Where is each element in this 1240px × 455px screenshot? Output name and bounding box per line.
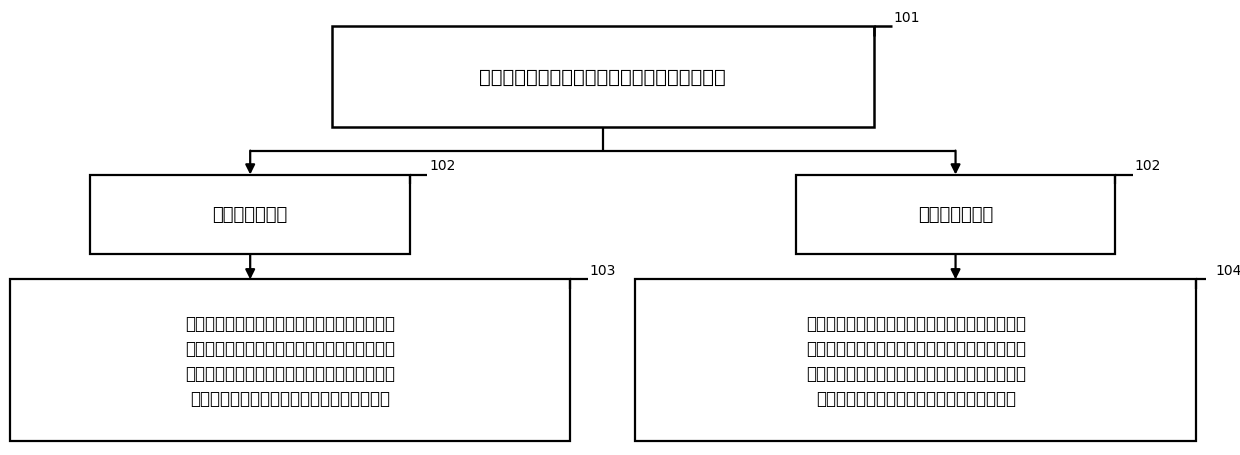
Text: 101: 101 <box>894 11 920 25</box>
Text: 若获取评估指令: 若获取评估指令 <box>918 206 993 224</box>
Bar <box>10 280 570 441</box>
Bar <box>91 175 410 255</box>
Bar <box>635 280 1197 441</box>
Text: 104: 104 <box>1215 263 1240 278</box>
Bar <box>331 27 874 127</box>
Text: 若获取迭代指令: 若获取迭代指令 <box>212 206 288 224</box>
Text: 102: 102 <box>429 159 456 173</box>
Text: 102: 102 <box>1135 159 1161 173</box>
Text: 获取聚类中心个数的取值范围，在取值范围中，根
据各个取值在向量集合中确定相应个数的聚类中心
，并计算各个取值对应的集群评估指标，确定最小
集群评估指标对应的所有: 获取聚类中心个数的取值范围，在取值范围中，根 据各个取值在向量集合中确定相应个数… <box>806 314 1025 407</box>
Text: 在每一次迭代中，在向量集合中确定相应个数的
聚类中心，直至判断当前次迭代的聚类误差平方
与上一次迭代的聚类误差平方之差小于预设值，
则确定当前次迭代的所有聚类中: 在每一次迭代中，在向量集合中确定相应个数的 聚类中心，直至判断当前次迭代的聚类误… <box>185 314 396 407</box>
Bar <box>796 175 1115 255</box>
Text: 获取到各天的多能需求负荷向量，得到向量集合: 获取到各天的多能需求负荷向量，得到向量集合 <box>480 68 727 87</box>
Text: 103: 103 <box>590 263 616 278</box>
